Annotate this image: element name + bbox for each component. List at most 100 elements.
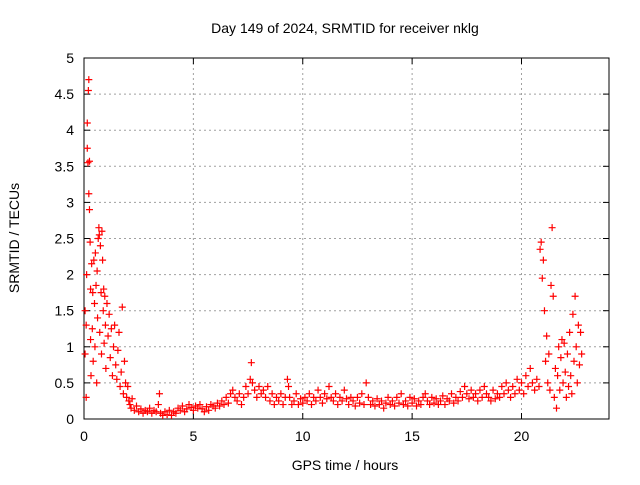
data-point: [87, 285, 95, 293]
data-point: [456, 388, 464, 396]
data-point: [531, 386, 539, 394]
data-point: [290, 397, 298, 405]
data-point: [386, 401, 394, 409]
data-point: [458, 393, 466, 401]
data-point: [570, 357, 578, 365]
data-point: [101, 292, 109, 300]
data-point: [216, 402, 224, 410]
data-point: [83, 144, 91, 152]
chart-title: Day 149 of 2024, SRMTID for receiver nkl…: [211, 20, 479, 36]
data-point: [247, 359, 255, 367]
data-point: [474, 397, 482, 405]
data-point: [238, 401, 245, 409]
data-point: [533, 375, 541, 383]
data-point: [264, 383, 272, 391]
data-point: [155, 390, 163, 398]
data-point: [496, 393, 504, 401]
data-point: [108, 372, 116, 380]
data-point: [417, 401, 425, 409]
data-point: [545, 350, 553, 358]
data-series-srmtid: [81, 76, 586, 419]
data-point: [205, 406, 213, 414]
data-point: [176, 406, 184, 414]
data-point: [218, 397, 226, 405]
data-point: [550, 393, 558, 401]
data-point: [251, 386, 259, 394]
data-point: [143, 408, 151, 416]
data-point: [91, 299, 98, 307]
data-point: [259, 386, 267, 394]
data-point: [537, 238, 545, 246]
data-point: [558, 336, 566, 344]
data-point: [82, 393, 90, 401]
data-point: [360, 401, 368, 409]
data-point: [93, 379, 101, 387]
data-point: [338, 397, 346, 405]
data-point: [538, 274, 546, 282]
data-point: [556, 386, 564, 394]
data-point: [303, 397, 311, 405]
data-point: [467, 386, 475, 394]
data-point: [334, 401, 342, 409]
data-point: [233, 397, 241, 405]
data-point: [312, 397, 320, 405]
data-point: [91, 343, 99, 351]
y-tick-label: 2: [66, 267, 74, 283]
data-point: [308, 401, 315, 409]
data-point: [520, 390, 528, 398]
data-point: [384, 393, 392, 401]
data-point: [194, 404, 202, 412]
data-point: [85, 206, 93, 214]
y-tick-label: 1: [66, 339, 74, 355]
y-tick-label: 5: [66, 50, 74, 66]
data-point: [87, 336, 95, 344]
data-point: [480, 383, 488, 391]
data-point: [577, 328, 585, 336]
data-point: [118, 303, 126, 311]
data-point: [85, 190, 93, 198]
y-tick-label: 0: [66, 411, 74, 427]
data-point: [347, 393, 355, 401]
data-point: [548, 224, 556, 232]
data-point: [351, 402, 359, 410]
data-point: [536, 245, 544, 253]
data-point: [102, 364, 110, 372]
data-point: [266, 397, 274, 405]
data-point: [395, 399, 403, 407]
data-point: [211, 404, 219, 412]
data-point: [543, 332, 551, 340]
data-point: [301, 393, 309, 401]
data-point: [340, 386, 348, 394]
data-point: [569, 310, 577, 318]
y-tick-label: 3.5: [55, 158, 75, 174]
data-point: [410, 395, 418, 403]
data-point: [130, 406, 138, 414]
data-point: [511, 390, 519, 398]
data-point: [117, 368, 125, 376]
x-tick-label: 5: [189, 428, 197, 444]
data-point: [94, 235, 102, 242]
data-point: [86, 238, 94, 246]
data-point: [441, 401, 449, 409]
data-point: [452, 393, 460, 401]
data-point: [257, 390, 265, 398]
data-point: [575, 361, 583, 369]
data-point: [93, 267, 101, 275]
data-point: [123, 393, 131, 401]
data-point: [100, 285, 108, 293]
axis-ticks: [83, 57, 609, 420]
data-point: [82, 321, 90, 329]
data-point: [96, 242, 104, 250]
data-point: [373, 395, 381, 403]
data-point: [507, 393, 515, 401]
data-point: [231, 393, 239, 401]
data-point: [563, 350, 571, 358]
data-point: [83, 271, 91, 279]
data-point: [81, 307, 89, 315]
data-point: [323, 395, 331, 403]
data-point: [83, 119, 91, 127]
data-point: [94, 314, 102, 322]
data-point: [99, 256, 107, 264]
